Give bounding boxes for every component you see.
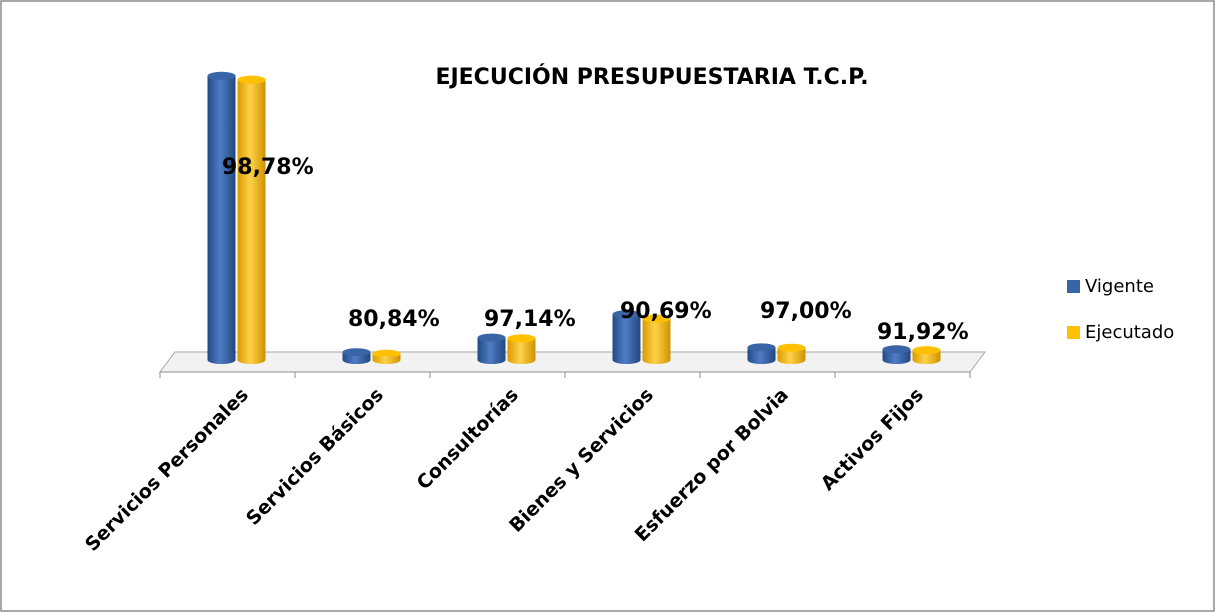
bar-cap (237, 75, 266, 84)
bar (882, 349, 911, 360)
data-label: 98,78% (222, 155, 314, 180)
bar-cap (507, 334, 536, 343)
bar-base (912, 356, 941, 364)
bar (477, 337, 506, 360)
bar (237, 79, 266, 361)
bar-base (207, 356, 236, 364)
bar-base (237, 356, 266, 364)
bar (642, 318, 671, 360)
floor (159, 351, 986, 373)
bar-cap (747, 343, 776, 352)
bar (612, 314, 641, 360)
bar-cap (912, 346, 941, 355)
bar-base (882, 356, 911, 364)
bar-base (642, 356, 671, 364)
legend-label: Vigente (1085, 276, 1154, 297)
bar-base (777, 356, 806, 364)
bar-cap (207, 71, 236, 80)
chart-title: EJECUCIÓN PRESUPUESTARIA T.C.P. (435, 64, 868, 90)
legend-swatch (1067, 280, 1080, 293)
bar-cap (612, 310, 641, 319)
bar-cap (477, 333, 506, 342)
data-label: 97,00% (760, 299, 852, 324)
bar (507, 338, 536, 360)
bar-base (612, 356, 641, 364)
bar-base (507, 356, 536, 364)
bar-cap (642, 314, 671, 323)
bar (207, 75, 236, 360)
bar-cap (882, 345, 911, 354)
data-label: 90,69% (620, 299, 712, 324)
bar-base (372, 356, 401, 364)
data-label: 80,84% (348, 307, 440, 332)
bar-base (342, 356, 371, 364)
legend-swatch (1067, 326, 1080, 339)
bar (912, 350, 941, 360)
bar-cap (777, 343, 806, 352)
data-label: 97,14% (484, 307, 576, 332)
legend-label: Ejecutado (1085, 322, 1174, 343)
bar-base (477, 356, 506, 364)
data-label: 91,92% (877, 320, 969, 345)
bar-cap (372, 349, 401, 358)
bar-base (747, 356, 776, 364)
bar-cap (342, 348, 371, 357)
